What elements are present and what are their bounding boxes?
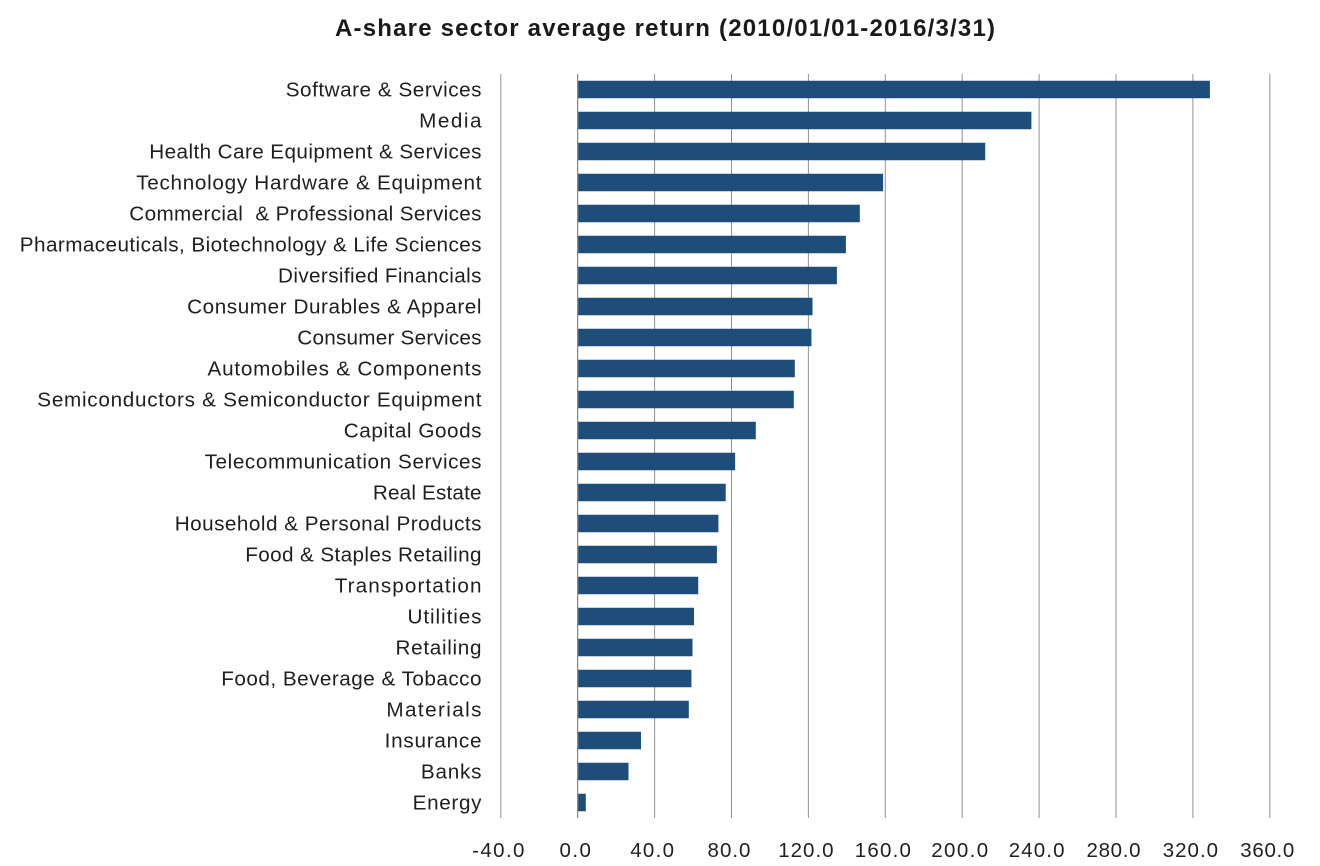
svg-text:Household & Personal Products: Household & Personal Products [175, 513, 482, 536]
svg-text:360.0: 360.0 [1240, 839, 1294, 862]
svg-text:Semiconductors & Semiconductor: Semiconductors & Semiconductor Equipment [37, 389, 481, 412]
svg-text:Technology Hardware & Equipmen: Technology Hardware & Equipment [136, 172, 482, 195]
svg-text:Commercial & Professional Ser: Commercial & Professional Services [129, 203, 481, 226]
svg-text:240.0: 240.0 [1009, 839, 1065, 862]
svg-text:Consumer Durables & Apparel: Consumer Durables & Apparel [187, 296, 481, 319]
svg-text:Real Estate: Real Estate [373, 482, 482, 505]
svg-text:Retailing: Retailing [396, 637, 482, 660]
svg-text:Energy: Energy [413, 792, 483, 815]
svg-text:120.0: 120.0 [778, 839, 833, 862]
svg-text:Consumer Services: Consumer Services [297, 327, 481, 350]
svg-text:Software & Services: Software & Services [286, 79, 482, 102]
svg-text:Pharmaceuticals, Biotechnology: Pharmaceuticals, Biotechnology & Life Sc… [20, 234, 482, 257]
svg-text:Capital Goods: Capital Goods [344, 420, 482, 443]
svg-text:160.0: 160.0 [855, 839, 911, 862]
svg-text:40.0: 40.0 [630, 839, 674, 862]
svg-text:Health Care Equipment & Servic: Health Care Equipment & Services [149, 141, 481, 164]
svg-text:Utilities: Utilities [408, 606, 482, 629]
svg-text:Media: Media [419, 110, 482, 133]
svg-text:Automobiles & Components: Automobiles & Components [208, 358, 482, 381]
svg-text:Transportation: Transportation [335, 575, 482, 598]
svg-text:Diversified Financials: Diversified Financials [278, 265, 482, 288]
svg-text:Food, Beverage & Tobacco: Food, Beverage & Tobacco [221, 668, 481, 691]
svg-text:A-share sector average return: A-share sector average return (2010/01/0… [335, 15, 995, 42]
svg-text:Materials: Materials [386, 699, 481, 722]
svg-text:Insurance: Insurance [385, 730, 482, 753]
svg-text:80.0: 80.0 [708, 839, 751, 862]
svg-text:280.0: 280.0 [1087, 839, 1141, 862]
svg-text:Food & Staples Retailing: Food & Staples Retailing [245, 544, 481, 567]
svg-text:-40.0: -40.0 [472, 839, 524, 862]
svg-text:Banks: Banks [421, 761, 482, 784]
svg-text:320.0: 320.0 [1163, 839, 1218, 862]
svg-text:200.0: 200.0 [931, 839, 988, 862]
svg-text:0.0: 0.0 [559, 839, 591, 862]
svg-text:Telecommunication Services: Telecommunication Services [205, 451, 482, 474]
